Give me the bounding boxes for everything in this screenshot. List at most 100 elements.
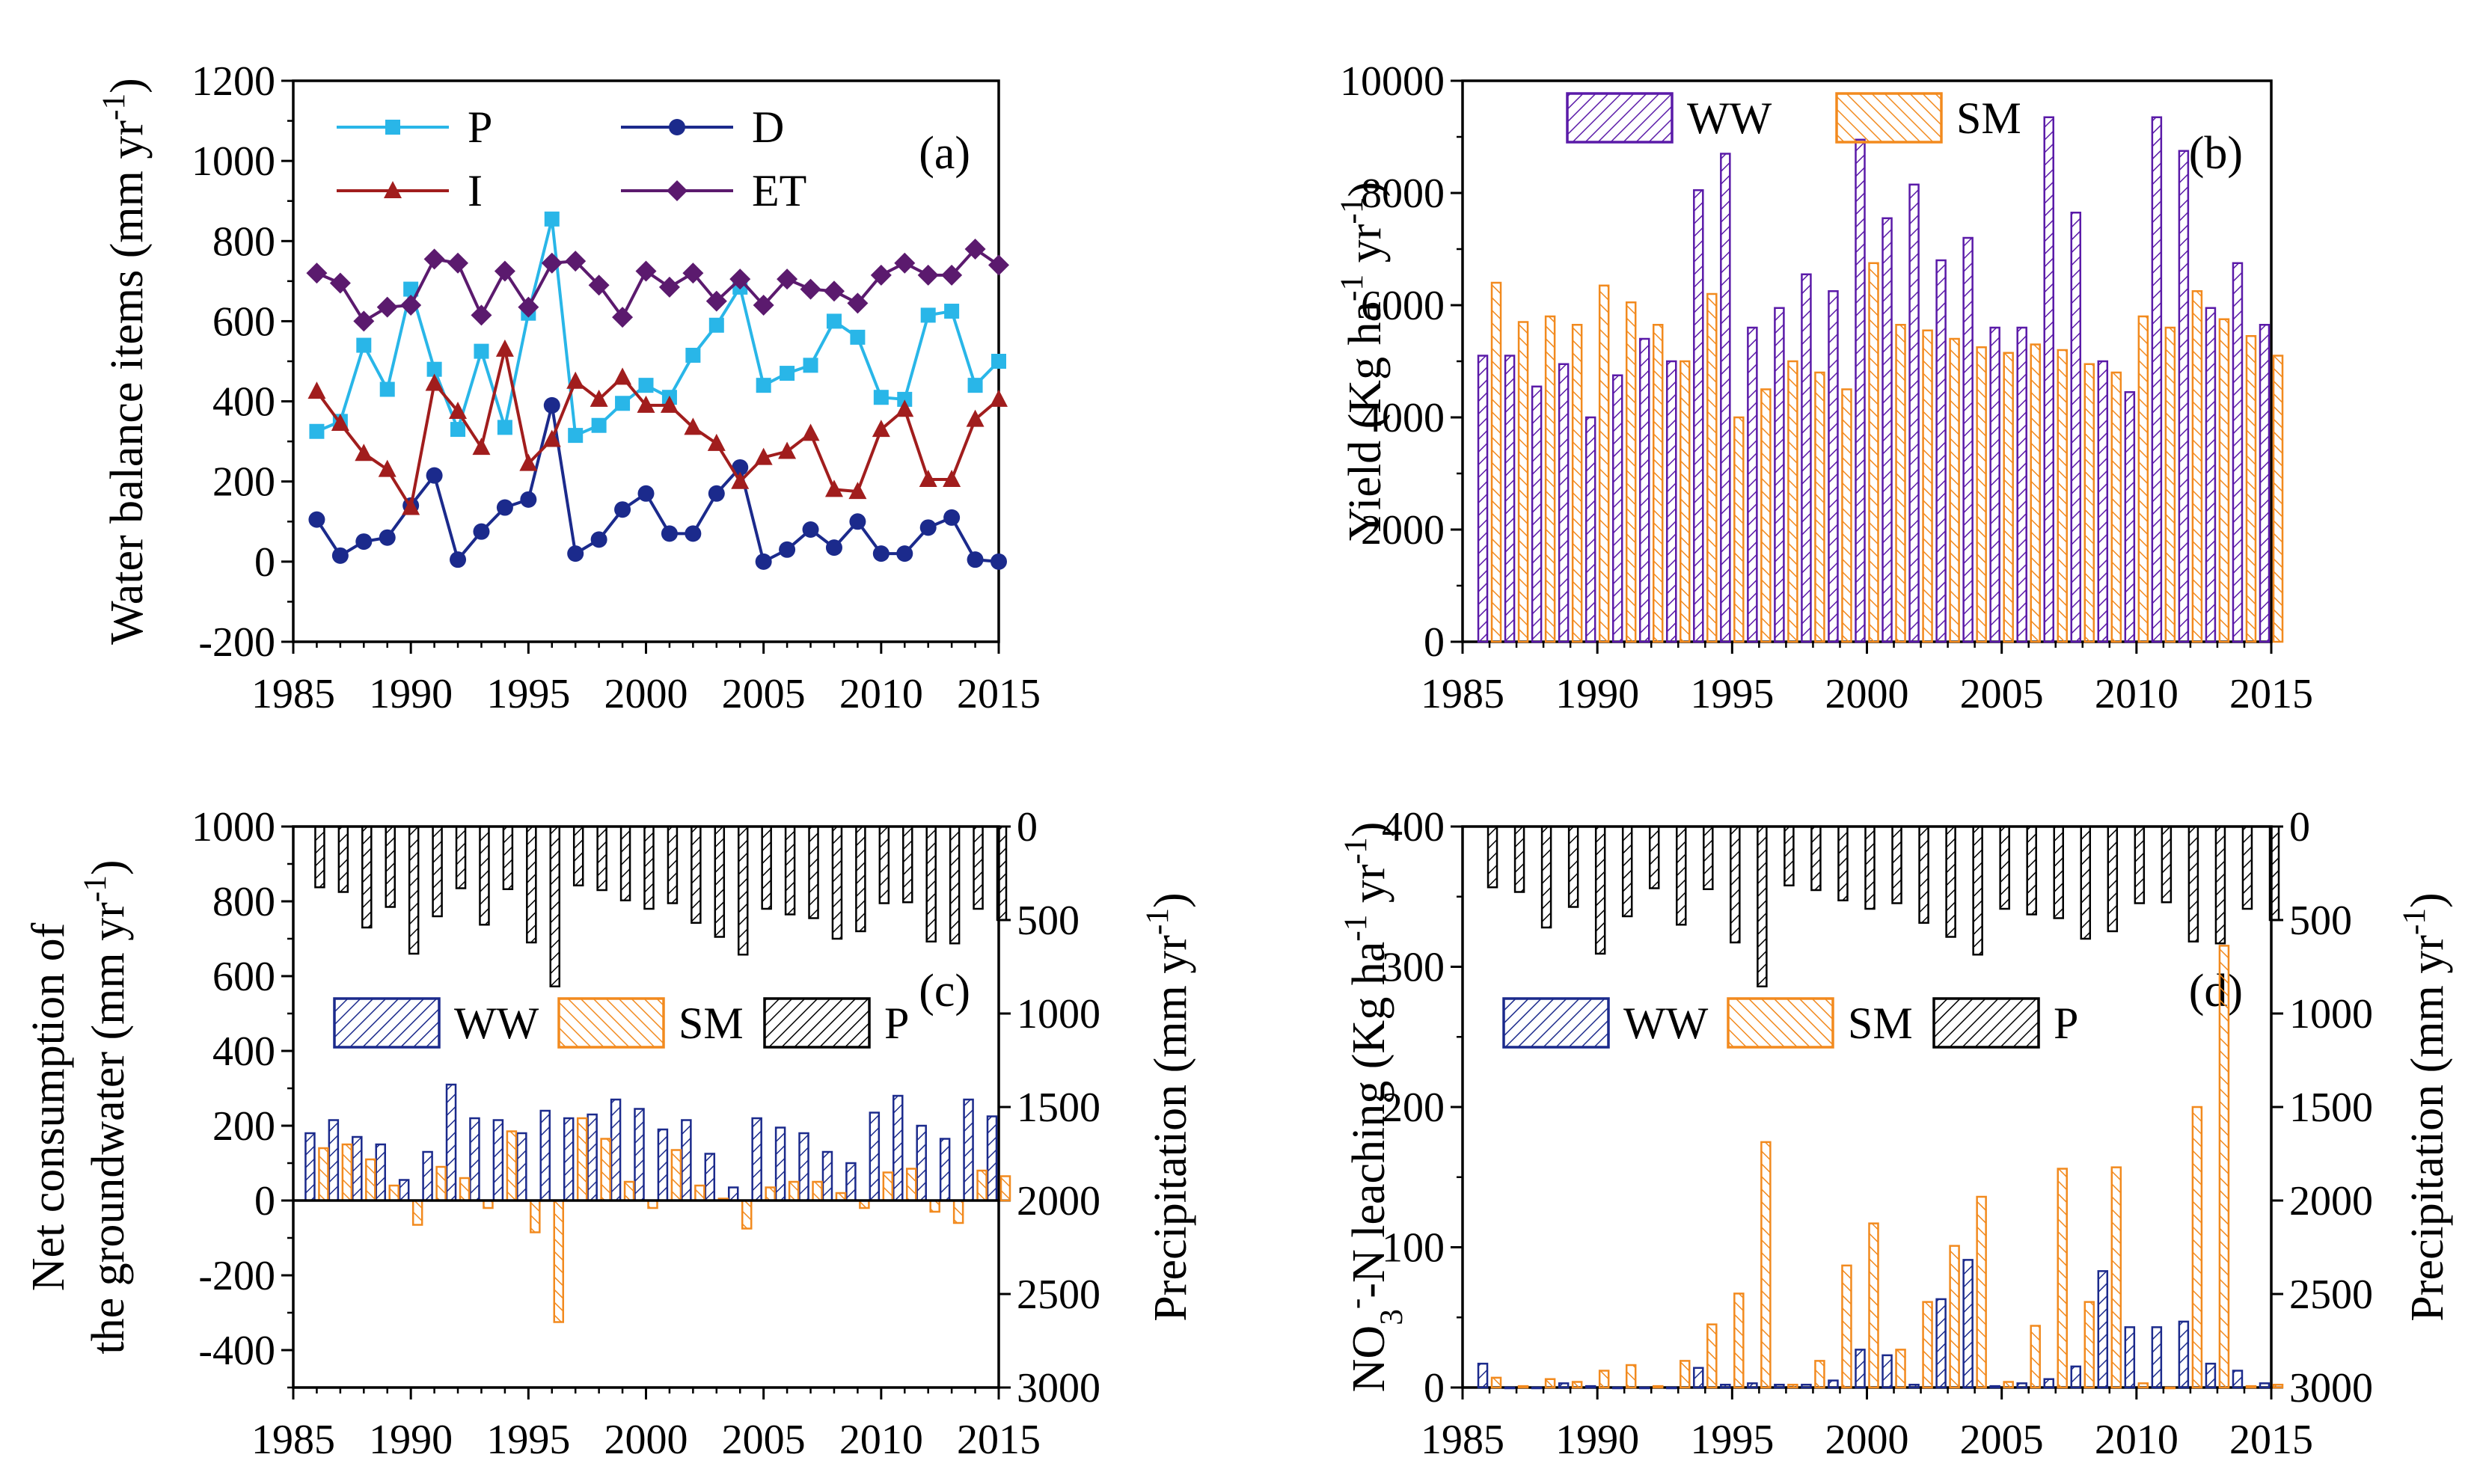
line-ET [316,247,1000,324]
point-I [919,470,937,488]
y2-tick-label: 1500 [1017,1085,1100,1131]
bar-WW [1477,1362,1489,1389]
bar-WW [516,1132,527,1202]
bar-SM [1652,324,1664,643]
point-ET [705,290,727,312]
legend-label-P: P [2054,999,2078,1048]
bar-SM [1814,1360,1825,1389]
x-tick-label: 2015 [2229,671,2313,717]
point-ET [423,248,445,270]
bar-WW [1935,1298,1947,1389]
point-P [803,358,818,373]
bar-WW [2097,1270,2109,1389]
y2-tick-label: 3000 [2289,1365,2373,1411]
bar-WW [539,1109,551,1202]
bar-WW [1882,1354,1893,1389]
point-ET [353,310,375,332]
x-tick-label: 1995 [1690,671,1774,717]
point-P [591,417,607,433]
bar-P [996,825,1008,922]
bar-P [1621,825,1633,918]
bar-WW [1989,326,2000,643]
point-I [966,409,985,427]
point-P [826,313,842,329]
x-tick-label: 1990 [1555,671,1639,717]
bar-SM [2245,335,2257,643]
bar-SM [1895,324,1906,643]
point-ET [447,252,469,274]
point-P [920,307,936,323]
bar-SM [530,1199,541,1233]
y2-tick-label: 2500 [2289,1272,2373,1318]
point-D [520,491,537,508]
point-D [450,551,467,568]
point-ET [400,295,422,316]
bar-P [619,825,631,901]
point-ET [870,264,892,286]
bar-SM [2057,1168,2068,1389]
bar-P [2268,825,2280,922]
point-I [425,373,444,391]
point-I [731,471,750,489]
bar-SM [1976,1195,1987,1389]
point-D [919,519,937,536]
bar-SM [812,1180,823,1202]
bar-WW [2043,1378,2054,1389]
bar-P [1513,825,1525,893]
point-I [754,447,773,465]
bar-SM [765,1186,776,1202]
point-I [402,497,420,515]
bar-SM [1868,262,1879,643]
bar-P [1864,825,1876,910]
point-D [496,499,513,516]
x-tick-label: 1995 [1690,1417,1774,1463]
bar-WW [681,1119,692,1202]
bar-P [596,825,607,892]
y-tick-label: 1200 [192,58,275,105]
bar-SM [882,1171,894,1202]
y-tick-label: 10000 [1340,58,1445,105]
x-tick-label: 1990 [369,671,453,717]
bar-SM [388,1184,399,1202]
x-tick-label: 2000 [1825,1417,1909,1463]
bar-SM [1706,1323,1718,1389]
bar-SM [1625,301,1637,643]
point-ET [823,280,845,302]
point-I [307,381,326,399]
bar-SM [2272,1384,2284,1389]
bar-WW [1801,1384,1812,1389]
bar-P [831,825,843,940]
bar-WW [1989,1385,2000,1389]
bar-WW [1666,360,1677,643]
bar-SM [1949,337,1960,643]
point-ET [471,304,492,326]
bar-SM [1490,1376,1502,1389]
bar-SM [2030,1325,2041,1389]
point-ET [988,254,1009,276]
point-P [708,317,724,333]
bar-P [2107,825,2119,933]
legend-label-I: I [468,166,483,215]
x-tick-label: 1990 [369,1417,453,1463]
bar-SM [2083,363,2095,643]
plot-frame [1461,79,2273,643]
y2-tick-label: 2000 [1017,1178,1100,1224]
bar-WW [2232,262,2244,643]
y-tick-label: 8000 [1361,171,1445,217]
bar-SM [2110,371,2122,643]
y-tick-label: 400 [1382,804,1445,850]
bar-P [2214,825,2226,945]
bar-P [761,825,772,910]
point-I [824,479,843,497]
point-ET [635,260,657,282]
bar-SM [1760,1141,1772,1389]
y2-tick-label: 1000 [1017,991,1100,1037]
bar-WW [2043,116,2054,643]
bar-SM [1652,1385,1664,1389]
bar-SM [1922,1301,1933,1389]
point-ET [518,296,539,318]
y-tick-label: 600 [212,298,275,345]
point-I [872,420,890,438]
bar-P [2053,825,2064,919]
bar-P [2241,825,2253,910]
